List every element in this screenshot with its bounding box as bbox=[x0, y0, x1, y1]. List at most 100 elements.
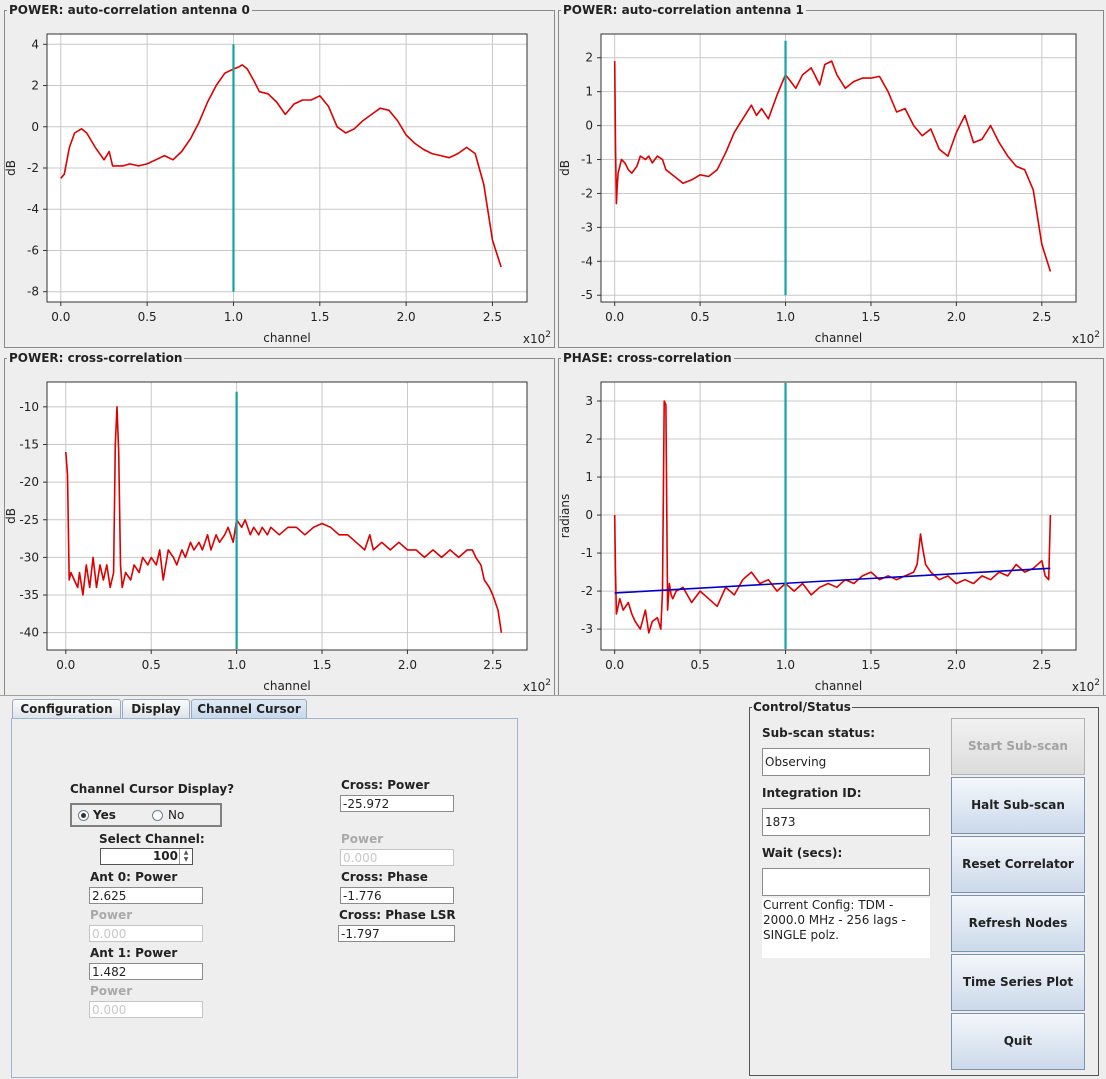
x-axis-label: channel bbox=[263, 331, 310, 345]
y-tick-label: -35 bbox=[19, 588, 39, 602]
spinner-up-icon[interactable]: ▲ bbox=[183, 849, 189, 856]
y-tick-label: -3 bbox=[581, 622, 593, 636]
ant1-power2-label: Power bbox=[90, 984, 133, 998]
plot-area bbox=[600, 33, 1077, 303]
channel-value: 100 bbox=[152, 849, 178, 863]
plot-panel-cross: POWER: cross-correlation 0.0 0.5 1.0 1.5 2.0… bbox=[4, 351, 555, 696]
reset-correlator-button[interactable]: Reset Correlator bbox=[951, 836, 1085, 893]
radio-yes[interactable] bbox=[78, 810, 89, 821]
y-tick-label: -5 bbox=[581, 288, 593, 302]
x-tick-label: 1.5 bbox=[310, 310, 329, 324]
ant0-power-field[interactable]: 2.625 bbox=[89, 887, 203, 904]
x-tick-label: 2.0 bbox=[397, 310, 416, 324]
x-scale-label: x102 bbox=[523, 330, 551, 346]
ant0-power2-field: 0.000 bbox=[89, 925, 203, 942]
plot-title-cross: POWER: cross-correlation bbox=[7, 351, 185, 365]
y-tick-label: 0 bbox=[585, 508, 593, 522]
x-tick-label: 2.0 bbox=[398, 658, 417, 672]
control-status-title: Control/Status bbox=[752, 700, 852, 714]
radio-yes-label: Yes bbox=[93, 808, 116, 822]
y-axis-label: radians bbox=[559, 494, 572, 538]
channel-spinner[interactable]: 100 ▲ ▼ bbox=[100, 848, 193, 865]
fit-line bbox=[614, 567, 1051, 594]
plot-title-phase: PHASE: cross-correlation bbox=[561, 351, 734, 365]
plot-auto0: 0.0 0.5 1.0 1.5 2.0 2.5 4 2 0 -2 -4 -6 -8 channel x102… bbox=[5, 33, 551, 346]
time-series-plot-button[interactable]: Time Series Plot bbox=[951, 954, 1085, 1011]
y-axis-label: dB bbox=[5, 508, 18, 524]
ant0-power2-label: Power bbox=[90, 908, 133, 922]
radio-no[interactable] bbox=[152, 810, 163, 821]
x-tick-label: 0.0 bbox=[56, 658, 75, 672]
plot-panel-phase: PHASE: cross-correlation 0.0 0.5 1.0 1.5 2.0… bbox=[558, 351, 1104, 696]
y-tick-label: -20 bbox=[19, 475, 39, 489]
wait-secs-label: Wait (secs): bbox=[762, 846, 843, 860]
x-tick-label: 2.5 bbox=[483, 658, 502, 672]
refresh-nodes-button[interactable]: Refresh Nodes bbox=[951, 895, 1085, 952]
tab-channel-cursor[interactable]: Channel Cursor bbox=[191, 699, 307, 719]
wait-secs-field[interactable] bbox=[762, 868, 930, 896]
plot-panel-auto1: POWER: auto-correlation antenna 1 0.0 0.5… bbox=[558, 3, 1104, 348]
cross-phase-label: Cross: Phase bbox=[341, 870, 428, 884]
plot-frame bbox=[600, 381, 1077, 651]
spinner-down-icon[interactable]: ▼ bbox=[183, 856, 189, 863]
x-tick-label: 0.0 bbox=[605, 658, 624, 672]
data-trace bbox=[65, 405, 503, 633]
x-tick-label: 1.0 bbox=[227, 658, 246, 672]
subscan-status-label: Sub-scan status: bbox=[762, 726, 876, 740]
y-tick-label: 2 bbox=[585, 51, 593, 65]
data-trace bbox=[60, 64, 502, 268]
plot-panel-auto0: POWER: auto-correlation antenna 0 0.0 0.5… bbox=[4, 3, 555, 348]
cross-phase-field[interactable]: -1.776 bbox=[340, 887, 454, 904]
data-trace bbox=[613, 60, 1052, 272]
y-tick-label: -15 bbox=[19, 437, 39, 451]
quit-button[interactable]: Quit bbox=[951, 1013, 1085, 1070]
y-axis-label: dB bbox=[5, 160, 18, 176]
x-tick-label: 0.5 bbox=[691, 310, 710, 324]
cursor-display-radio-group: Yes No bbox=[70, 803, 222, 827]
start-subscan-button[interactable]: Start Sub-scan bbox=[951, 718, 1085, 775]
y-tick-label: -1 bbox=[581, 153, 593, 167]
x-axis-label: channel bbox=[815, 679, 862, 693]
y-tick-label: -6 bbox=[27, 243, 39, 257]
x-tick-label: 2.5 bbox=[1032, 310, 1051, 324]
x-tick-label: 0.5 bbox=[691, 658, 710, 672]
x-tick-label: 2.0 bbox=[947, 310, 966, 324]
x-tick-label: 2.5 bbox=[483, 310, 502, 324]
y-tick-label: -2 bbox=[581, 584, 593, 598]
y-axis-label: dB bbox=[559, 160, 572, 176]
subscan-status-field[interactable]: Observing bbox=[762, 748, 930, 776]
cross-phase-lsr-field[interactable]: -1.797 bbox=[338, 925, 455, 942]
y-tick-label: -40 bbox=[19, 626, 39, 640]
plot-frame bbox=[46, 381, 528, 651]
x-scale-label: x102 bbox=[1072, 330, 1100, 346]
y-tick-label: -3 bbox=[581, 220, 593, 234]
x-tick-label: 0.0 bbox=[51, 310, 70, 324]
integration-id-field[interactable]: 1873 bbox=[762, 808, 930, 836]
cross-power-field[interactable]: -25.972 bbox=[340, 795, 454, 812]
ant1-power2-field: 0.000 bbox=[89, 1001, 203, 1018]
y-tick-label: -8 bbox=[27, 285, 39, 299]
plot-area bbox=[46, 381, 528, 651]
halt-subscan-button[interactable]: Halt Sub-scan bbox=[951, 777, 1085, 834]
x-tick-label: 0.5 bbox=[138, 310, 157, 324]
y-tick-label: -25 bbox=[19, 513, 39, 527]
tab-display[interactable]: Display bbox=[122, 699, 190, 718]
ant1-power-field[interactable]: 1.482 bbox=[89, 963, 203, 980]
x-tick-label: 0.5 bbox=[142, 658, 161, 672]
y-tick-label: 2 bbox=[31, 79, 39, 93]
power2-field: 0.000 bbox=[340, 849, 454, 866]
x-tick-label: 1.0 bbox=[776, 658, 795, 672]
plot-cross: 0.0 0.5 1.0 1.5 2.0 2.5 -10 -15 -20 -25 -30 -35 -40 c… bbox=[5, 381, 551, 694]
y-tick-label: 4 bbox=[31, 37, 39, 51]
spinner-buttons[interactable]: ▲ ▼ bbox=[179, 849, 192, 864]
x-tick-label: 1.5 bbox=[861, 310, 880, 324]
plot-frame bbox=[46, 33, 528, 303]
x-scale-label: x102 bbox=[523, 678, 551, 694]
x-tick-label: 1.5 bbox=[312, 658, 331, 672]
current-config-note: Current Config: TDM - 2000.0 MHz - 256 l… bbox=[762, 898, 930, 958]
select-channel-label: Select Channel: bbox=[99, 832, 205, 846]
x-axis-label: channel bbox=[815, 331, 862, 345]
plot-auto1: 0.0 0.5 1.0 1.5 2.0 2.5 2 1 0 -1 -2 -3 -4 -5 channel x1… bbox=[559, 33, 1100, 346]
cross-phase-lsr-label: Cross: Phase LSR bbox=[339, 908, 456, 922]
tab-configuration[interactable]: Configuration bbox=[12, 699, 121, 718]
